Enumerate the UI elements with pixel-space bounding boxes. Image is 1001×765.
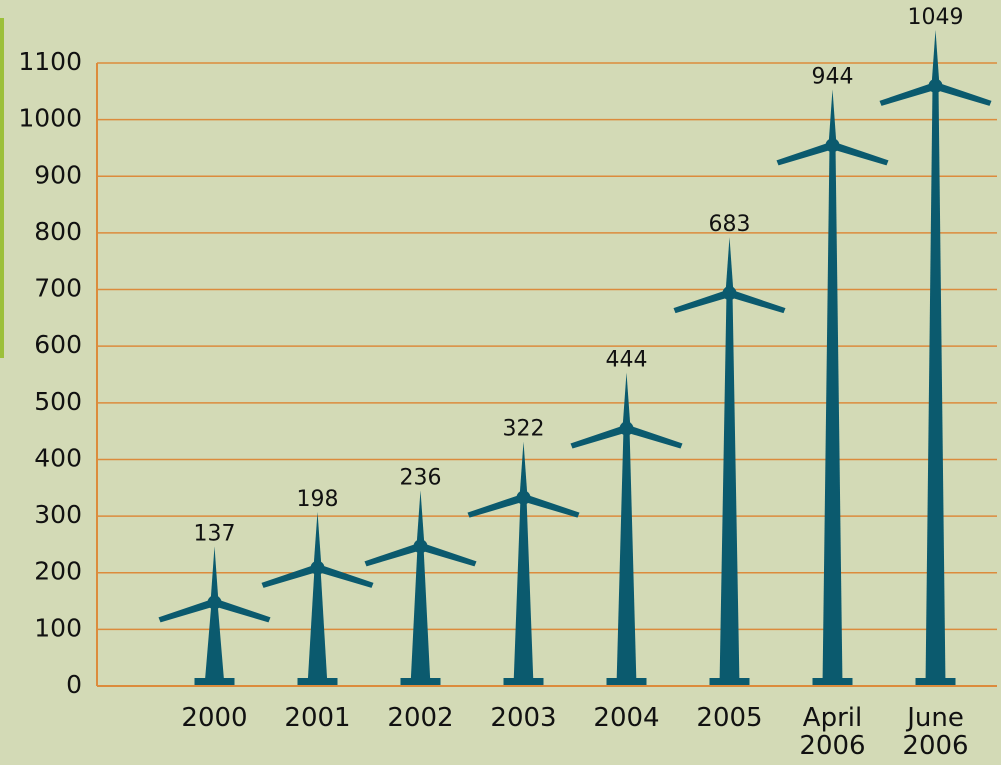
bar (411, 546, 431, 686)
x-tick-label: 2002 (376, 704, 466, 732)
turbine-blade (262, 564, 318, 588)
value-label: 1049 (908, 5, 964, 30)
y-tick-label: 800 (34, 217, 82, 246)
turbine-blade (468, 494, 524, 518)
turbine-blade (314, 512, 322, 568)
page: 0 100 200 300 400 500 600 700 800 900 1000 1100 137 1… (0, 0, 1001, 765)
turbine-blade (880, 82, 936, 106)
turbine-blade (932, 30, 940, 86)
turbine-hub (620, 422, 634, 436)
turbine-blade (524, 494, 580, 518)
bar (617, 429, 637, 686)
y-tick-label: 1000 (18, 104, 82, 133)
side-accent (0, 18, 4, 358)
y-tick-label: 700 (34, 274, 82, 303)
x-tick-label: June 2006 (891, 704, 981, 760)
y-tick-label: 900 (34, 160, 82, 189)
x-tick-label: 2001 (273, 704, 363, 732)
turbine-blade (520, 442, 528, 498)
turbine-blade (777, 141, 833, 165)
turbine-blade (215, 598, 271, 622)
value-label: 322 (503, 417, 545, 442)
turbine-blade (318, 564, 374, 588)
turbine-blade (365, 542, 421, 566)
turbine-hub (517, 491, 531, 505)
turbine-hub (311, 561, 325, 575)
turbine-blade (159, 598, 215, 622)
turbine-blade (936, 82, 992, 106)
value-label: 683 (709, 212, 751, 237)
turbine-blade (211, 546, 219, 602)
x-tick-label: 2004 (582, 704, 672, 732)
turbine-hub (208, 595, 222, 609)
bar (205, 602, 225, 686)
turbine-blade (623, 373, 631, 429)
turbine-blade (417, 490, 425, 546)
y-tick-label: 500 (34, 387, 82, 416)
bar (823, 145, 843, 686)
y-tick-label: 300 (34, 500, 82, 529)
x-tick-label: 2000 (170, 704, 260, 732)
value-label: 137 (194, 521, 236, 546)
x-tick-label: 2003 (479, 704, 569, 732)
value-label: 944 (812, 64, 854, 89)
y-tick-label: 200 (34, 557, 82, 586)
y-tick-label: 600 (34, 330, 82, 359)
value-label: 444 (606, 348, 648, 373)
x-tick-label: 2005 (685, 704, 775, 732)
turbine-hub (929, 79, 943, 93)
bar (514, 498, 534, 686)
turbine-hub (414, 539, 428, 553)
value-label: 198 (297, 487, 339, 512)
bar (720, 293, 740, 686)
turbine-hub (826, 138, 840, 152)
turbine-blade (726, 237, 734, 293)
value-label: 236 (400, 465, 442, 490)
turbine-blade (730, 289, 786, 313)
turbine-blade (833, 141, 889, 165)
turbine-blade (674, 289, 730, 313)
chart: 0 100 200 300 400 500 600 700 800 900 1000 1100 137 1… (0, 0, 1001, 765)
turbine-blade (627, 425, 683, 449)
turbine-hub (723, 286, 737, 300)
y-tick-label: 0 (66, 670, 82, 699)
turbine-blade (421, 542, 477, 566)
y-tick-label: 400 (34, 443, 82, 472)
bar (308, 568, 328, 686)
x-tick-label: April 2006 (788, 704, 878, 760)
turbine-blade (829, 89, 837, 145)
turbine-blade (571, 425, 627, 449)
y-tick-label: 1100 (18, 47, 82, 76)
y-tick-label: 100 (34, 613, 82, 642)
